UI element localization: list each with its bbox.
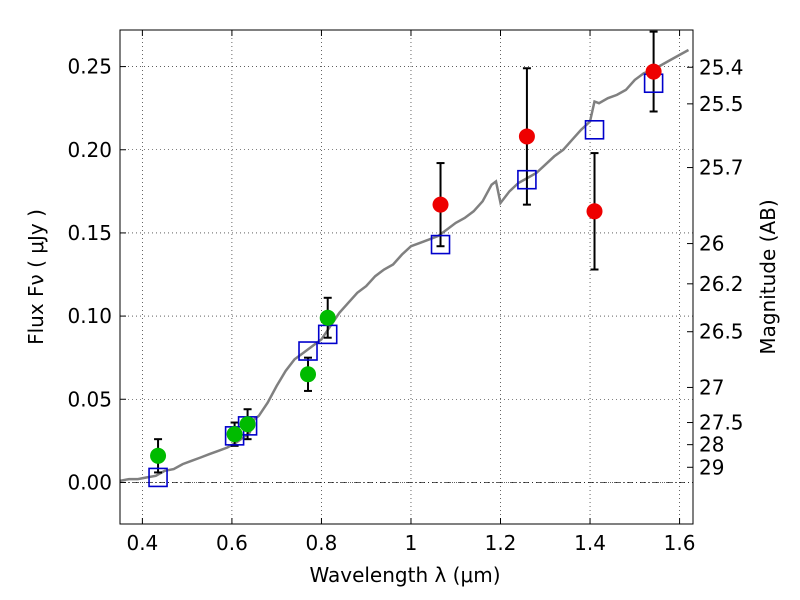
y-axis-label: Flux Fν ( μJy ) (24, 209, 48, 345)
mag-tick-label: 26 (699, 232, 724, 256)
y-tick-label: 0.05 (67, 387, 112, 411)
optical-point (300, 366, 317, 383)
mag-tick-label: 27.5 (699, 411, 744, 435)
data-points (148, 63, 664, 488)
y-tick-label: 0.25 (67, 55, 112, 79)
y-tick-label: 0.15 (67, 221, 112, 245)
x-tick-label: 0.6 (216, 531, 248, 555)
y-tick-label: 0.00 (67, 470, 112, 494)
model-photometry-square (517, 169, 537, 190)
axis-ticks: 0.4 0.6 0.8 1 1.2 1.4 1.6 0.00 0.05 0.10 0.15 0.20 0… (67, 30, 744, 555)
nir-point (432, 196, 449, 213)
mag-tick-label: 26.5 (699, 320, 744, 344)
mag-tick-label: 27 (699, 375, 724, 399)
optical-point (226, 426, 243, 443)
x-tick-label: 1.6 (664, 531, 696, 555)
optical-point (319, 309, 336, 326)
x-axis-label: Wavelength λ (μm) (309, 563, 500, 587)
model-photometry-square (298, 341, 318, 361)
model-photometry-square (148, 467, 168, 488)
optical-point (239, 416, 256, 433)
y-tick-label: 0.10 (67, 304, 112, 328)
right-axis-label: Magnitude (AB) (756, 199, 780, 354)
optical-point (150, 447, 167, 464)
x-tick-label: 0.8 (306, 531, 338, 555)
model-photometry-square (430, 234, 451, 255)
mag-tick-label: 28 (699, 433, 724, 457)
nir-point (586, 203, 603, 220)
y-tick-label: 0.20 (67, 138, 112, 162)
x-tick-label: 1 (405, 531, 418, 555)
mag-tick-label: 29 (699, 455, 724, 479)
model-sed-line (119, 48, 690, 483)
mag-tick-label: 26.2 (699, 272, 744, 296)
plot-frame (119, 29, 694, 525)
model-sed-layer (119, 48, 690, 483)
x-tick-label: 1.2 (485, 531, 517, 555)
mag-tick-label: 25.4 (699, 55, 744, 79)
x-tick-label: 0.4 (126, 531, 158, 555)
model-photometry-square (584, 119, 605, 140)
nir-point (518, 128, 535, 145)
grid (120, 30, 693, 524)
mag-tick-label: 25.5 (699, 92, 744, 116)
mag-tick-label: 25.7 (699, 156, 744, 180)
x-tick-label: 1.4 (574, 531, 606, 555)
nir-point (645, 63, 662, 80)
